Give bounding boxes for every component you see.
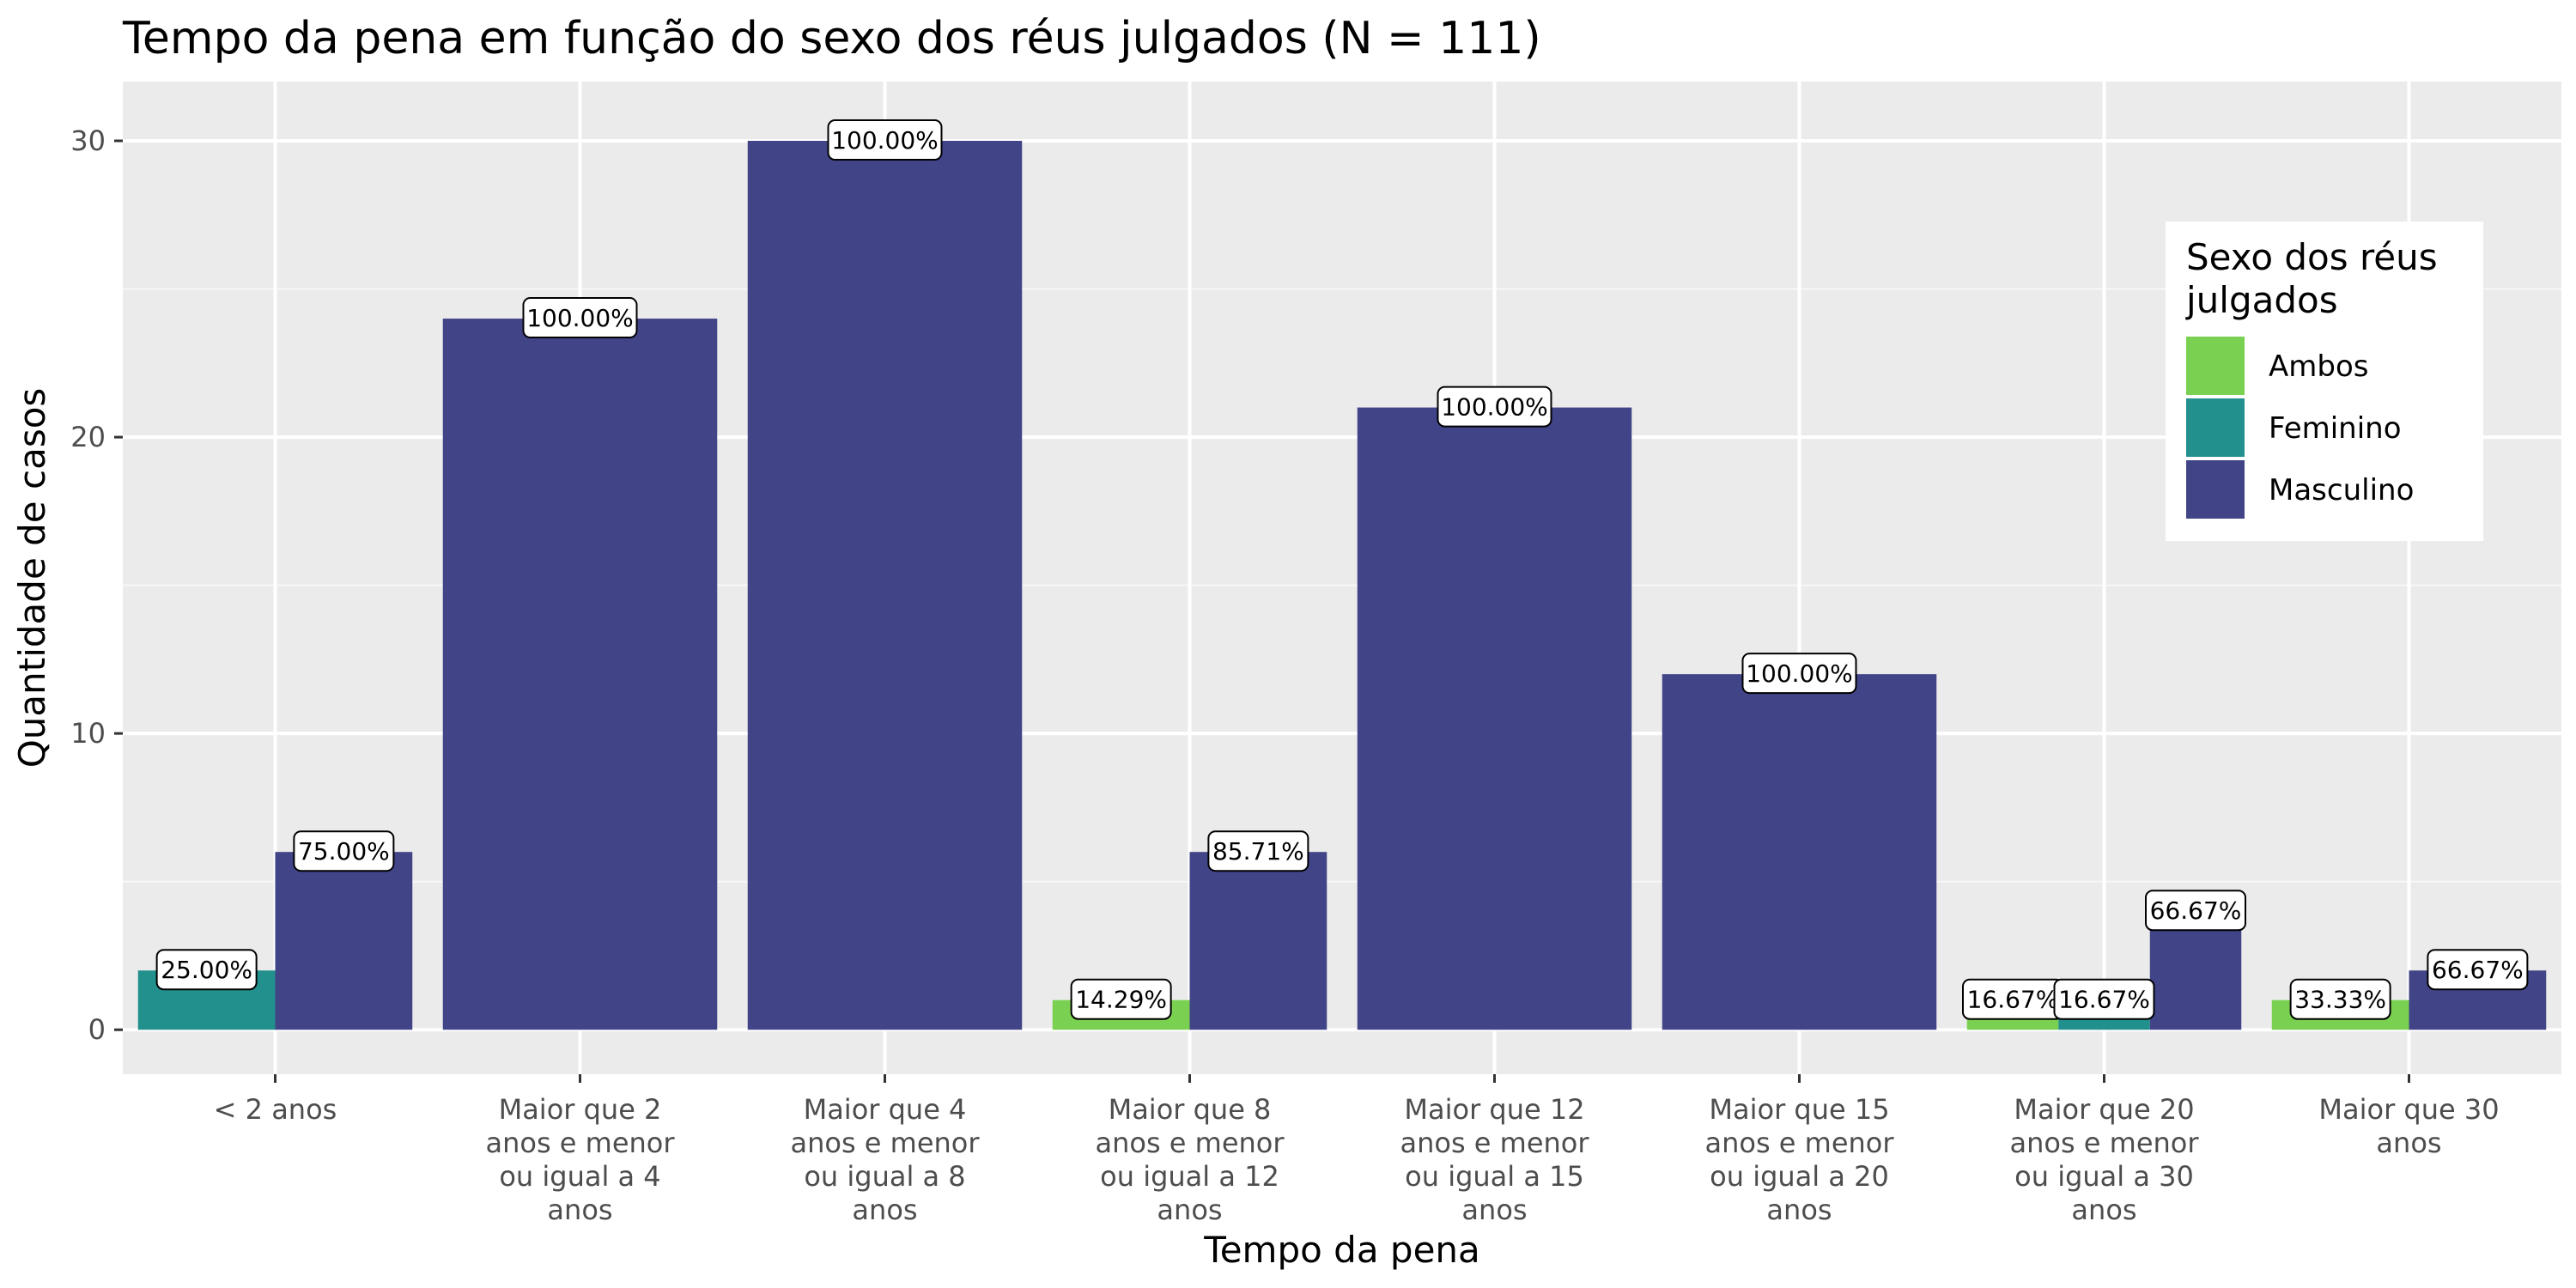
legend-label-feminino: Feminino [2269,411,2402,446]
data-label-box [2289,978,2391,1020]
data-labels-layer: 25.00% 75.00% 100.00% 100.00% 14.29% 85.71% 10… [155,119,2529,1020]
bar-masculino [1189,852,1327,1030]
x-axis-tick-label: Maior que 15 anos e menor ou igual a 20 ano… [1704,1093,1894,1226]
y-axis-title: Quantidade de casos [11,388,53,769]
data-label: 66.67% [2427,949,2529,991]
legend-entries: Ambos Feminino Masculino [2186,337,2414,519]
data-label: 14.29% [1070,978,1172,1020]
data-label: 100.00% [522,297,638,339]
data-label-text: 100.00% [526,304,634,332]
data-label-text: 25.00% [161,956,252,984]
legend-title-line-2: julgados [2185,279,2338,321]
y-axis-tick-label: 10 [70,717,106,750]
data-label-box [2145,890,2246,932]
y-axis-tick-label: 0 [88,1013,106,1046]
data-label-box [2053,978,2155,1020]
axes-layer: 0 10 20 30 < 2 anos Maior que 2 anos e menor ou… [70,125,2499,1226]
data-label-text: 100.00% [1441,393,1548,422]
data-label: 100.00% [827,119,943,161]
legend-label-masculino: Masculino [2269,473,2414,507]
x-axis-tick-label: < 2 anos [214,1093,337,1126]
x-axis-tick-label: Maior que 2 anos e menor ou igual a 4 anos [485,1093,675,1226]
data-label-text: 14.29% [1075,986,1167,1014]
legend-label-ambos: Ambos [2269,349,2368,384]
bar-masculino [275,852,413,1030]
x-axis-tick-label: Maior que 12 anos e menor ou igual a 15 ano… [1400,1093,1589,1226]
data-label: 16.67% [2053,978,2155,1020]
y-axis-tick-label: 20 [70,421,106,453]
data-label-text: 66.67% [2432,956,2524,984]
data-label-box [1207,830,1309,872]
bar-masculino [442,319,718,1030]
data-label: 85.71% [1207,830,1309,872]
data-label: 100.00% [1437,386,1552,428]
x-axis-title: Tempo da pena [1203,1229,1480,1271]
data-label-box [522,297,638,339]
data-label-text: 100.00% [1746,659,1853,688]
data-label-text: 16.67% [2058,986,2150,1014]
data-label-box [2427,949,2529,991]
legend-title-line-1: Sexo dos réus [2186,236,2438,278]
bar-masculino [1662,674,1937,1030]
x-axis-tick-label: Maior que 30 anos [2318,1093,2499,1159]
data-label: 100.00% [1741,653,1857,695]
data-label-text: 33.33% [2294,986,2386,1014]
data-label-text: 66.67% [2150,896,2242,925]
bar-masculino [1357,407,1632,1030]
data-label: 33.33% [2289,978,2391,1020]
bar-masculino [747,141,1023,1030]
data-label-box [1437,386,1552,428]
legend: Sexo dos réus julgados Ambos Feminino Masc… [2166,222,2483,541]
data-label-text: 16.67% [1967,986,2059,1014]
legend-swatch-feminino [2186,398,2245,457]
data-label-box [1070,978,1172,1020]
data-label-text: 100.00% [831,126,939,155]
data-label-text: 85.71% [1212,837,1304,866]
data-label: 66.67% [2145,890,2246,932]
data-label: 75.00% [293,830,395,872]
data-label-box [827,119,943,161]
data-label-box [293,830,395,872]
legend-swatch-masculino [2186,460,2245,519]
legend-swatch-ambos [2186,337,2245,395]
data-label: 25.00% [155,949,258,991]
bar-masculino [2149,911,2242,1030]
bars-layer [137,141,2547,1030]
x-axis-tick-label: Maior que 4 anos e menor ou igual a 8 anos [790,1093,980,1226]
x-axis-tick-label: Maior que 8 anos e menor ou igual a 12 anos [1095,1093,1285,1226]
chart-title: Tempo da pena em função do sexo dos réus… [122,13,1541,64]
data-label: 16.67% [1962,978,2063,1020]
data-label-box [155,949,258,991]
data-label-text: 75.00% [298,837,390,866]
x-axis-tick-label: Maior que 20 anos e menor ou igual a 30 ano… [2009,1093,2199,1226]
y-axis-tick-label: 30 [70,125,106,157]
data-label-box [1741,653,1857,695]
